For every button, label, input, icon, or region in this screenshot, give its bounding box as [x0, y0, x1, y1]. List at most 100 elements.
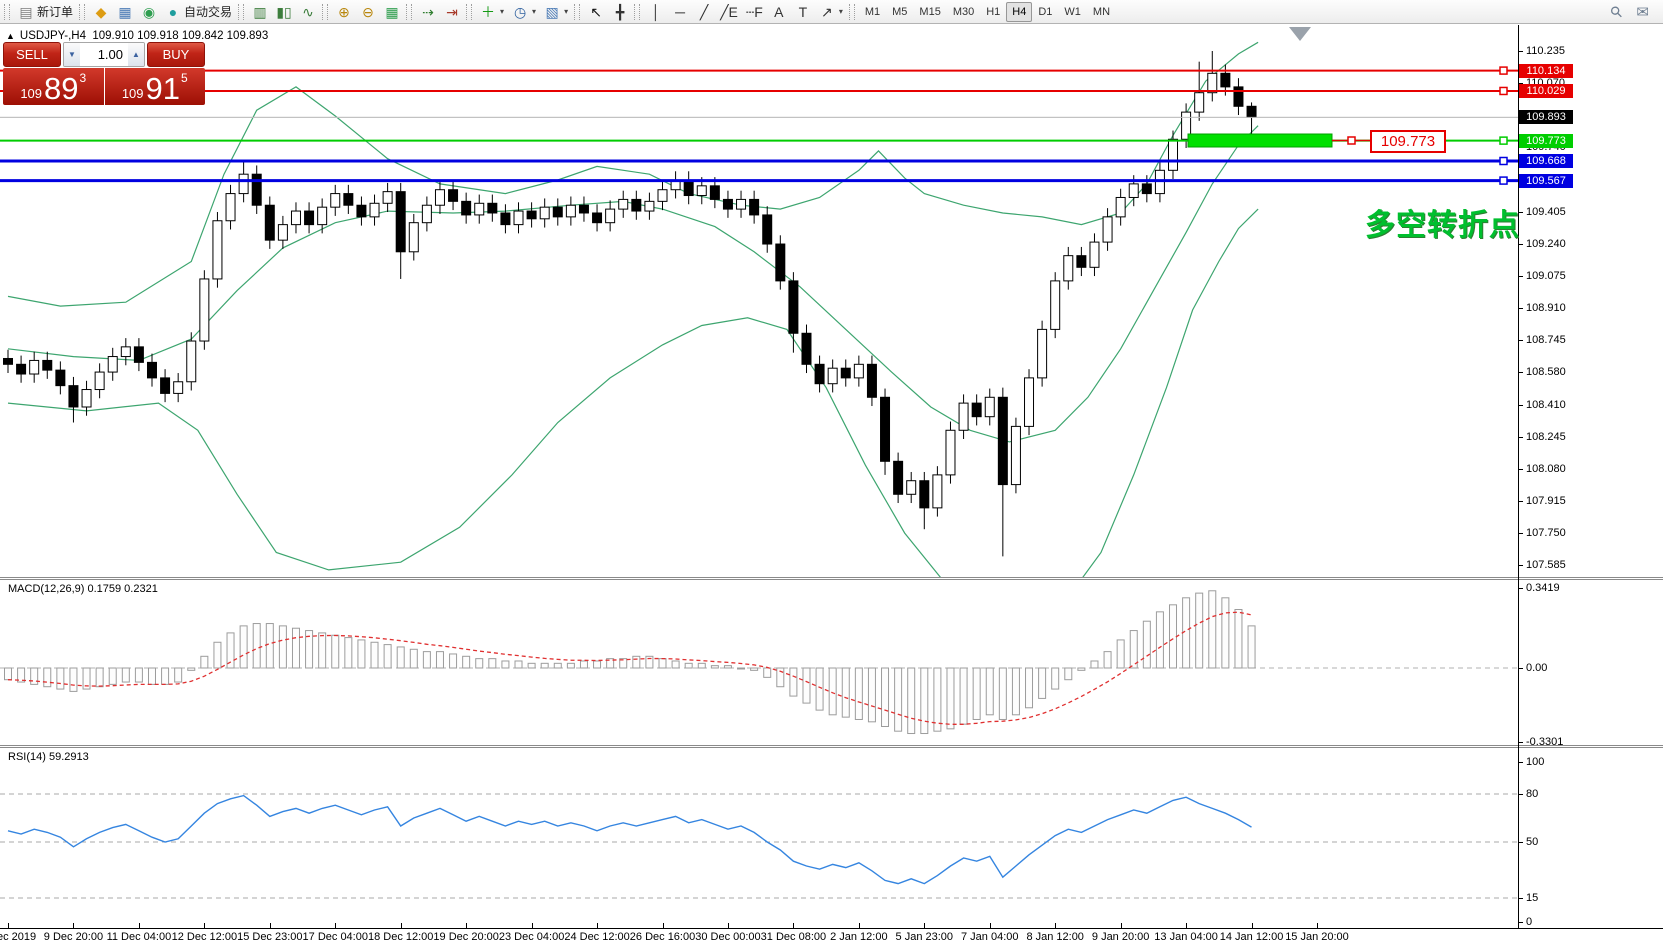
timeframe-m1-button[interactable]: M1 [864, 5, 881, 18]
autotrading-button[interactable]: ● 自动交易 [161, 1, 236, 23]
one-click-collapse-icon[interactable]: ▲ [6, 31, 15, 41]
vertical-line-button[interactable]: │ [644, 1, 668, 23]
auto-scroll-button[interactable]: ⇢ [416, 1, 440, 23]
candle-up [29, 359, 40, 375]
timeframe-h4-button[interactable]: H4 [1006, 1, 1033, 22]
timeframe-mn-button[interactable]: MN [1092, 5, 1111, 18]
timeframe-m30-button[interactable]: M30 [952, 5, 975, 18]
buy-price[interactable]: 109 91 5 [104, 68, 205, 105]
toolbar-group-grip[interactable] [322, 3, 329, 20]
zoom-out-button[interactable]: ⊖ [356, 1, 380, 23]
chart-text-annotation[interactable]: 多空转折点 [1365, 209, 1520, 242]
volume-decrease-button[interactable]: ▼ [64, 43, 80, 66]
candle-down [775, 243, 786, 282]
arrows-dropdown-icon[interactable]: ▾ [838, 7, 843, 16]
rsi-panel-separator[interactable] [0, 745, 1663, 746]
periods-dropdown-icon[interactable]: ▾ [532, 7, 537, 16]
trendline-button[interactable]: ╱ [692, 1, 716, 23]
candle-up [1168, 138, 1179, 171]
macd-tick-label: 0.3419 [1526, 582, 1560, 594]
price-tick-label-tick [1518, 565, 1523, 566]
candle-down [395, 191, 406, 253]
new-order-button[interactable]: ▤ 新订单 [14, 1, 77, 23]
templates-dropdown-icon[interactable]: ▾ [564, 7, 569, 16]
price-tick-label: 108.745 [1526, 334, 1566, 346]
hline-anchor-square[interactable] [1499, 66, 1508, 75]
price-callout-label[interactable]: 109.773 [1370, 130, 1446, 153]
time-axis-label: 2 Jan 12:00 [830, 931, 888, 943]
indicators-dropdown-icon[interactable]: ▾ [500, 7, 505, 16]
buy-price-big: 91 [145, 71, 180, 105]
periods-button[interactable]: ◷ ▾ [508, 1, 540, 23]
text-button[interactable]: A [767, 1, 791, 23]
price-tick-label-tick [1518, 340, 1523, 341]
toolbar-group-grip[interactable] [406, 3, 413, 20]
candle-down [1076, 255, 1087, 268]
toolbar-group-grip[interactable] [634, 3, 641, 20]
horizontal-line-icon: ─ [675, 3, 686, 20]
toolbar-group-grip[interactable] [466, 3, 473, 20]
toolbar-group-grip[interactable] [848, 3, 855, 20]
sell-price[interactable]: 109 89 3 [3, 68, 105, 105]
timeframe-m15-button[interactable]: M15 [919, 5, 941, 18]
timeframe-w1-button[interactable]: W1 [1064, 5, 1081, 18]
equidistant-channel-button[interactable]: ╱E [716, 1, 742, 23]
templates-button[interactable]: ▧ ▾ [540, 1, 572, 23]
chart-candles-button[interactable]: ▮▯ [272, 1, 296, 23]
macd-bar [1221, 597, 1230, 669]
macd-bar [789, 667, 798, 697]
price-tick-label-tick [1518, 51, 1523, 52]
navigator-button[interactable]: ◉ [137, 1, 161, 23]
tile-windows-button[interactable]: ▦ [380, 1, 404, 23]
arrow-marker-icon[interactable] [1289, 27, 1311, 41]
timeframe-d1-button[interactable]: D1 [1038, 5, 1053, 18]
candle-down [709, 185, 720, 200]
volume-increase-button[interactable]: ▲ [128, 43, 144, 66]
volume-input[interactable] [80, 43, 128, 66]
chat-icon[interactable]: ✉ [1636, 3, 1649, 21]
data-window-button[interactable]: ▦ [113, 1, 137, 23]
horizontal-line-button[interactable]: ─ [668, 1, 692, 23]
hline-anchor-square[interactable] [1499, 86, 1508, 96]
candle-up [173, 381, 184, 394]
cursor-button[interactable]: ↖ [584, 1, 608, 23]
macd-bar [344, 637, 353, 669]
hline-anchor-square[interactable] [1499, 176, 1508, 185]
chart-shift-button[interactable]: ⇥ [440, 1, 464, 23]
indicators-button[interactable]: ＋ ▾ [476, 1, 508, 23]
hline-anchor-square[interactable] [1499, 156, 1508, 166]
bollinger-middle-band [7, 125, 1259, 443]
timeframe-m5-button[interactable]: M5 [892, 5, 908, 18]
rsi-tick-label: 50 [1526, 836, 1539, 848]
candle-down [880, 396, 891, 462]
callout-anchor-square[interactable] [1347, 136, 1356, 145]
toolbar-group-grip[interactable] [574, 3, 581, 20]
hline-anchor-square[interactable] [1499, 136, 1508, 145]
highlight-rectangle-object[interactable] [1187, 133, 1333, 148]
search-icon[interactable]: ⚲ [1607, 1, 1628, 22]
macd-bar [147, 667, 156, 685]
zoom-in-button[interactable]: ⊕ [332, 1, 356, 23]
macd-bar [645, 655, 654, 669]
price-tick-label: 108.580 [1526, 366, 1566, 378]
macd-panel-separator[interactable] [0, 577, 1663, 578]
macd-bar [488, 658, 497, 669]
macd-bar [828, 667, 837, 716]
candle-up [1089, 241, 1100, 268]
macd-bar [1129, 630, 1138, 669]
chart-line-button[interactable]: ∿ [296, 1, 320, 23]
crosshair-button[interactable]: ╋ [608, 1, 632, 23]
toolbar-group-grip[interactable] [79, 3, 86, 20]
timeframe-h1-button[interactable]: H1 [986, 5, 1001, 18]
text-label-button[interactable]: T [791, 1, 815, 23]
candle-up [434, 189, 445, 206]
arrows-button[interactable]: ↗ ▾ [815, 1, 847, 23]
market-watch-button[interactable]: ◆ [89, 1, 113, 23]
buy-button[interactable]: BUY [147, 42, 205, 67]
fibonacci-button[interactable]: ┄F [742, 1, 767, 23]
toolbar-group-grip[interactable] [238, 3, 245, 20]
toolbar-group-grip[interactable] [4, 3, 10, 20]
chart-bars-button[interactable]: ▥ [248, 1, 272, 23]
macd-bar [881, 667, 890, 727]
sell-button[interactable]: SELL [3, 42, 61, 67]
